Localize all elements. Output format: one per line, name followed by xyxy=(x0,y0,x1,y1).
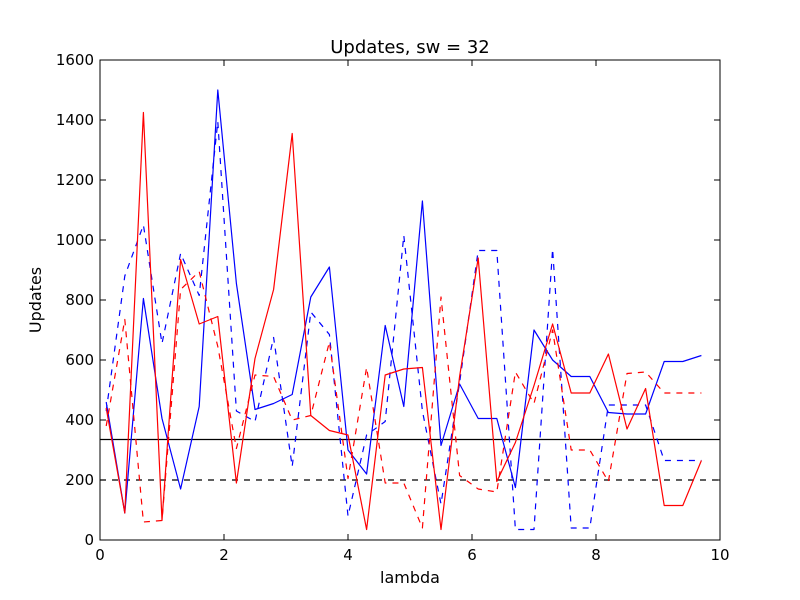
y-tick-label: 1400 xyxy=(56,111,94,129)
axes-frame xyxy=(99,59,721,541)
x-axis-label: lambda xyxy=(380,568,440,587)
y-axis-label: Updates xyxy=(26,267,45,333)
plot-area xyxy=(100,89,720,531)
x-tick-label: 0 xyxy=(95,546,105,564)
x-tick-label: 10 xyxy=(710,546,729,564)
y-tick-label: 1600 xyxy=(56,51,94,69)
axis-ticks: 0 2 4 6 8 10 0 200 400 600 800 1000 1200 1400 1600 xyxy=(56,51,730,564)
x-tick-label: 4 xyxy=(343,546,353,564)
x-tick-label: 6 xyxy=(467,546,477,564)
y-tick-label: 1200 xyxy=(56,171,94,189)
y-tick-label: 1000 xyxy=(56,231,94,249)
x-tick-label: 2 xyxy=(219,546,229,564)
series-line-1 xyxy=(105,89,702,514)
y-tick-label: 800 xyxy=(65,291,94,309)
x-tick-label: 8 xyxy=(591,546,601,564)
series-line-3 xyxy=(105,111,702,531)
y-tick-label: 200 xyxy=(65,471,94,489)
y-tick-label: 600 xyxy=(65,351,94,369)
y-tick-label: 0 xyxy=(84,531,94,549)
chart-title: Updates, sw = 32 xyxy=(330,37,490,58)
series-line-4 xyxy=(105,270,702,529)
y-tick-label: 400 xyxy=(65,411,94,429)
series-line-2 xyxy=(105,120,702,531)
